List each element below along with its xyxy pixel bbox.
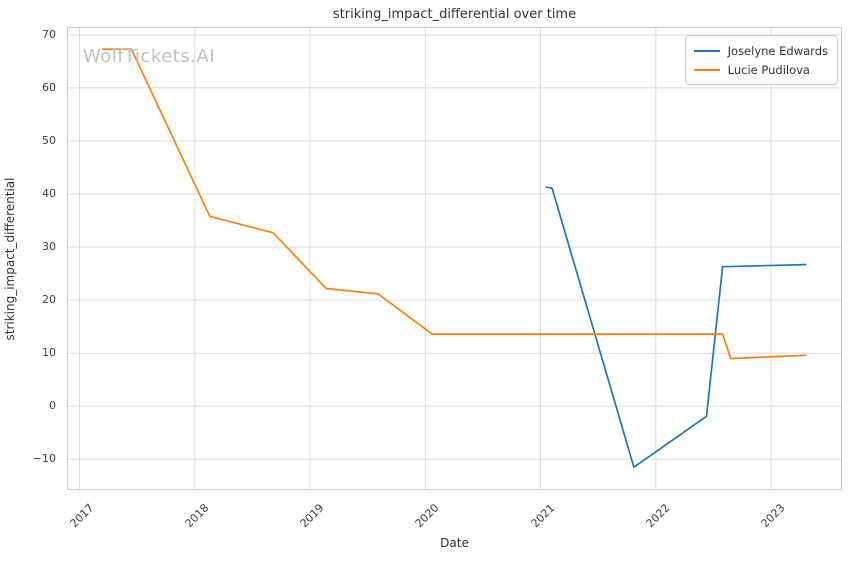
series-line-1 — [101, 48, 807, 360]
y-tick-label: 60 — [42, 80, 56, 94]
x-axis-label: Date — [440, 536, 469, 550]
y-tick-label: −10 — [32, 452, 56, 466]
legend-label: Joselyne Edwards — [727, 43, 828, 58]
legend: Joselyne Edwards Lucie Pudilova — [684, 35, 838, 85]
y-tick-label: 30 — [42, 240, 56, 254]
legend-line-swatch — [693, 49, 720, 52]
legend-entry: Joselyne Edwards — [693, 41, 828, 60]
y-tick-label: 70 — [42, 27, 56, 41]
watermark: WolfTickets.AI — [83, 46, 216, 67]
plot-canvas — [68, 28, 841, 489]
chart-title: striking_impact_differential over time — [332, 7, 577, 22]
y-tick-label: 50 — [42, 133, 56, 147]
legend-label: Lucie Pudilova — [727, 62, 810, 77]
y-tick-label: 40 — [42, 187, 56, 201]
y-tick-label: 0 — [49, 399, 56, 413]
series-line-0 — [545, 186, 807, 469]
y-tick-label: 10 — [42, 346, 56, 360]
legend-line-swatch — [693, 68, 720, 71]
legend-entry: Lucie Pudilova — [693, 60, 828, 79]
y-tick-label: 20 — [42, 293, 56, 307]
plot-area: WolfTickets.AI Joselyne Edwards Lucie Pud… — [67, 27, 842, 490]
